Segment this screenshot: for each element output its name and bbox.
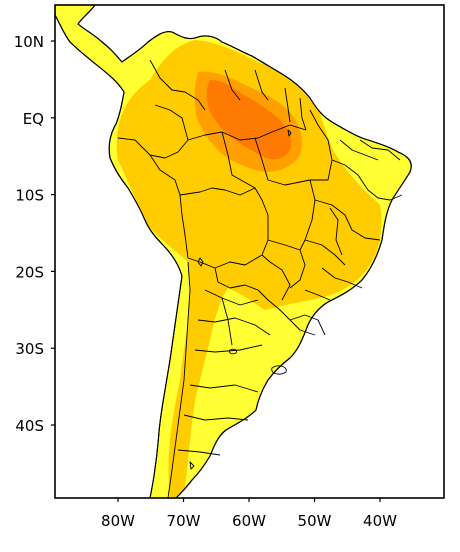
lon-70w-label: 70W (167, 512, 201, 530)
lat-10s-label: 10S (15, 187, 44, 205)
lat-30s-label: 30S (15, 340, 44, 358)
lat-10n-label: 10N (14, 33, 44, 51)
lat-eq-label: EQ (23, 110, 44, 128)
country-borders (117, 59, 403, 498)
longitude-axis: 80W 70W 60W 50W 40W (101, 498, 397, 530)
latitude-axis: 10N EQ 10S 20S 30S 40S (14, 33, 55, 435)
level-4-region (206, 80, 292, 160)
lon-40w-label: 40W (363, 512, 397, 530)
lon-80w-label: 80W (101, 512, 135, 530)
lon-60w-label: 60W (232, 512, 266, 530)
lat-20s-label: 20S (15, 263, 44, 281)
coastline (55, 5, 412, 498)
shaded-levels (116, 40, 382, 498)
small-features (189, 129, 292, 470)
lat-40s-label: 40S (15, 417, 44, 435)
lon-50w-label: 50W (298, 512, 332, 530)
